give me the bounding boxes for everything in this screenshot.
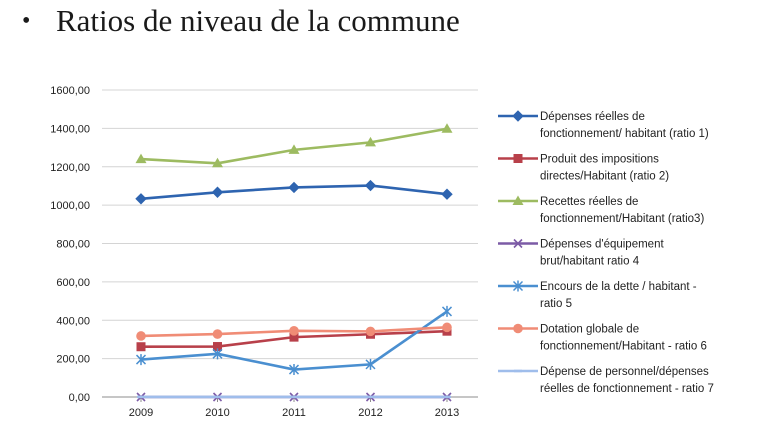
y-axis: 0,00 200,00 400,00 600,00 800,00 1000,00 1200,…: [50, 85, 90, 404]
data-point-ratio-5: [441, 305, 453, 317]
x-tick-label: 2013: [435, 407, 459, 419]
data-point-ratio-3: [212, 157, 223, 168]
legend-label: Dépenses d'équipement: [540, 239, 664, 251]
legend-label: fonctionnement/Habitant - ratio 6: [540, 341, 707, 353]
data-point-ratio-1: [211, 186, 224, 198]
slide-title-text: Ratios de niveau de la commune: [56, 3, 460, 38]
legend-label: fonctionnement/Habitant (ratio3): [540, 213, 704, 225]
bullet-icon: •: [22, 7, 31, 34]
data-point-ratio-1: [288, 181, 300, 194]
y-tick-label: 800,00: [56, 239, 90, 251]
y-tick-label: 600,00: [56, 277, 90, 289]
series-lines: [139, 127, 449, 399]
data-point-ratio-1: [135, 193, 147, 205]
y-tick-label: 200,00: [56, 354, 90, 366]
data-point-ratio-3: [288, 144, 300, 154]
data-point-ratio-5: [135, 354, 147, 366]
data-point-ratio-6: [289, 326, 299, 336]
legend-label: Dépense de personnel/dépenses: [540, 366, 709, 378]
slide-title: • Ratios de niveau de la commune: [22, 0, 460, 42]
y-tick-label: 1200,00: [50, 162, 90, 174]
legend-label: Recettes réelles de: [540, 196, 638, 208]
x-tick-label: 2012: [358, 407, 382, 419]
legend-label: ratio 5: [540, 298, 572, 310]
data-point-ratio-2: [213, 342, 222, 352]
gridlines: [102, 89, 478, 398]
y-tick-label: 1400,00: [50, 123, 90, 135]
data-point-ratio-5: [288, 364, 300, 376]
x-tick-label: 2010: [205, 407, 229, 419]
legend-label: brut/habitant ratio 4: [540, 256, 640, 268]
legend: Dépenses réelles de fonctionnement/ habit…: [498, 110, 714, 395]
series-markers: [135, 123, 453, 402]
legend-swatch-marker: [513, 238, 523, 249]
legend-label: fonctionnement/ habitant (ratio 1): [540, 128, 709, 140]
x-tick-label: 2011: [282, 407, 306, 419]
legend-label: Dotation globale de: [540, 324, 639, 336]
data-point-ratio-1: [364, 179, 377, 192]
data-point-ratio-6: [136, 331, 146, 341]
data-point-ratio-3: [365, 136, 376, 147]
legend-swatch-marker: [512, 110, 524, 122]
y-tick-label: 1000,00: [50, 200, 90, 212]
y-tick-label: 400,00: [56, 315, 90, 327]
data-point-ratio-2: [136, 342, 146, 352]
x-axis: 2009 2010 2011 2012 2013: [129, 397, 459, 419]
data-point-ratio-5: [212, 348, 223, 360]
data-point-ratio-6: [212, 329, 223, 339]
data-point-ratio-6: [365, 326, 376, 337]
data-point-ratio-3: [135, 153, 147, 164]
legend-label: directes/Habitant (ratio 2): [540, 171, 669, 183]
data-point-ratio-2: [289, 332, 299, 342]
legend-swatch-marker: [512, 195, 524, 205]
legend-label: réelles de fonctionnement - ratio 7: [540, 383, 714, 395]
y-tick-label: 0,00: [69, 392, 90, 404]
data-point-ratio-5: [365, 358, 376, 370]
legend-label: Dépenses réelles de: [540, 111, 645, 123]
data-point-ratio-3: [441, 123, 453, 133]
legend-label: Produit des impositions: [540, 154, 659, 166]
legend-swatch-marker: [513, 154, 523, 163]
legend-label: Encours de la dette / habitant -: [540, 281, 697, 293]
data-point-ratio-1: [441, 188, 453, 200]
y-tick-label: 1600,00: [50, 85, 90, 97]
x-tick-label: 2009: [129, 407, 153, 419]
data-point-ratio-6: [442, 322, 452, 333]
legend-swatch-marker: [512, 280, 524, 292]
legend-swatch-marker: [513, 323, 523, 334]
